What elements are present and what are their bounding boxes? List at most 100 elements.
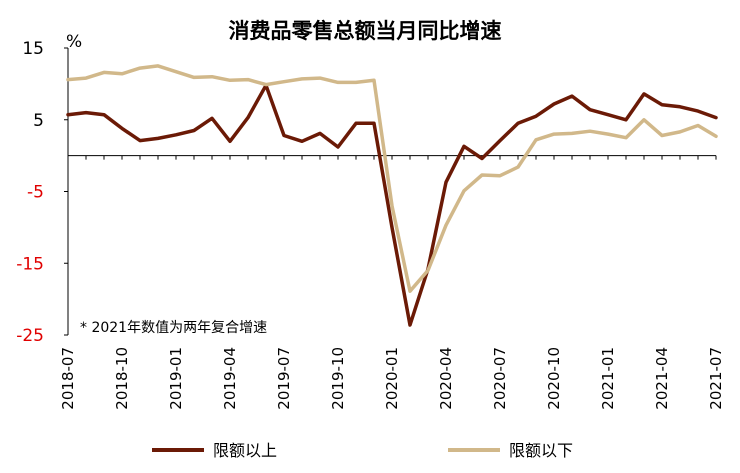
x-axis-tick-labels: 2018-07 2018-10 2019-01 2019-04 2019-07 2019-… xyxy=(59,347,725,410)
series-above-quota xyxy=(66,83,718,327)
data-point xyxy=(714,135,718,138)
data-point xyxy=(66,113,70,116)
data-point xyxy=(588,108,592,111)
y-tick-label: 15 xyxy=(22,39,44,59)
data-point xyxy=(696,124,700,127)
data-point xyxy=(66,78,70,81)
data-point xyxy=(678,130,682,134)
x-tick-label: 2019-10 xyxy=(329,347,347,410)
x-tick-label: 2020-04 xyxy=(437,347,455,410)
data-point xyxy=(480,157,484,160)
data-point xyxy=(498,174,502,177)
data-point xyxy=(660,103,664,106)
data-point xyxy=(102,71,106,74)
data-point xyxy=(552,132,556,136)
data-point xyxy=(678,105,682,109)
legend-item: 限额以下 xyxy=(448,441,573,460)
data-point xyxy=(282,134,286,137)
legend-label: 限额以下 xyxy=(509,441,573,460)
data-point xyxy=(516,122,520,125)
series-group xyxy=(66,64,718,327)
data-point xyxy=(408,290,412,293)
legend-item: 限额以上 xyxy=(152,441,277,460)
data-point xyxy=(642,118,646,121)
data-point xyxy=(336,81,340,84)
data-point xyxy=(516,165,520,169)
data-point xyxy=(246,78,250,81)
data-point xyxy=(642,92,646,96)
legend: 限额以上 限额以下 xyxy=(152,441,573,460)
data-point xyxy=(390,204,394,208)
x-tick-label: 2020-10 xyxy=(545,347,563,410)
chart-note: * 2021年数值为两年复合增速 xyxy=(80,319,267,336)
data-point xyxy=(408,323,412,327)
data-point xyxy=(606,132,610,136)
y-tick-label: 5 xyxy=(33,111,44,131)
data-point xyxy=(318,132,322,135)
data-point xyxy=(426,269,430,272)
data-point xyxy=(354,81,358,84)
x-tick-label: 2020-01 xyxy=(383,347,401,410)
y-tick-label: -15 xyxy=(16,254,44,274)
data-point xyxy=(336,145,340,149)
data-point xyxy=(498,139,502,142)
data-point xyxy=(282,80,286,83)
data-point xyxy=(138,139,142,142)
data-point xyxy=(444,180,448,184)
y-unit-label: % xyxy=(66,32,82,52)
chart-title: 消费品零售总额当月同比增速 xyxy=(229,19,502,43)
x-tick-label: 2019-04 xyxy=(221,347,239,410)
series-line xyxy=(66,64,718,293)
data-point xyxy=(228,79,232,82)
data-point xyxy=(444,224,448,227)
x-tick-label: 2021-07 xyxy=(707,347,725,410)
data-point xyxy=(300,77,304,81)
data-point xyxy=(606,113,610,116)
data-point xyxy=(192,76,196,79)
data-point xyxy=(156,64,160,68)
x-tick-label: 2019-07 xyxy=(275,347,293,410)
data-point xyxy=(102,113,106,116)
x-tick-label: 2020-07 xyxy=(491,347,509,410)
data-point xyxy=(552,102,556,106)
data-point xyxy=(390,226,394,229)
y-axis-ticks: 15 5 -5 -15 -25 xyxy=(16,39,68,346)
data-point xyxy=(300,140,304,143)
data-point xyxy=(462,145,466,148)
data-point xyxy=(570,94,574,98)
data-point xyxy=(120,127,124,130)
legend-label: 限额以上 xyxy=(213,441,277,460)
data-point xyxy=(570,132,574,135)
data-point xyxy=(480,173,484,177)
x-axis-tick-marks xyxy=(67,155,717,160)
x-tick-label: 2018-10 xyxy=(113,347,131,410)
data-point xyxy=(210,117,214,120)
data-point xyxy=(372,79,376,82)
x-tick-label: 2019-01 xyxy=(167,347,185,410)
data-point xyxy=(714,116,718,119)
data-point xyxy=(624,136,628,139)
data-point xyxy=(192,129,196,132)
data-point xyxy=(696,109,700,113)
data-point xyxy=(372,122,376,125)
data-point xyxy=(534,138,538,142)
x-tick-label: 2021-01 xyxy=(599,347,617,410)
y-tick-label: -5 xyxy=(27,183,44,203)
x-tick-label: 2018-07 xyxy=(59,347,77,410)
series-below-quota xyxy=(66,64,718,293)
data-point xyxy=(174,70,178,73)
data-point xyxy=(318,76,322,80)
data-point xyxy=(174,133,178,137)
data-point xyxy=(210,75,214,78)
data-point xyxy=(84,76,88,80)
x-tick-label: 2021-04 xyxy=(653,347,671,410)
data-point xyxy=(120,72,124,76)
data-point xyxy=(156,137,160,140)
data-point xyxy=(246,116,250,119)
data-point xyxy=(138,66,142,70)
data-point xyxy=(228,140,232,143)
data-point xyxy=(84,111,88,114)
data-point xyxy=(660,134,664,137)
data-point xyxy=(462,189,466,192)
